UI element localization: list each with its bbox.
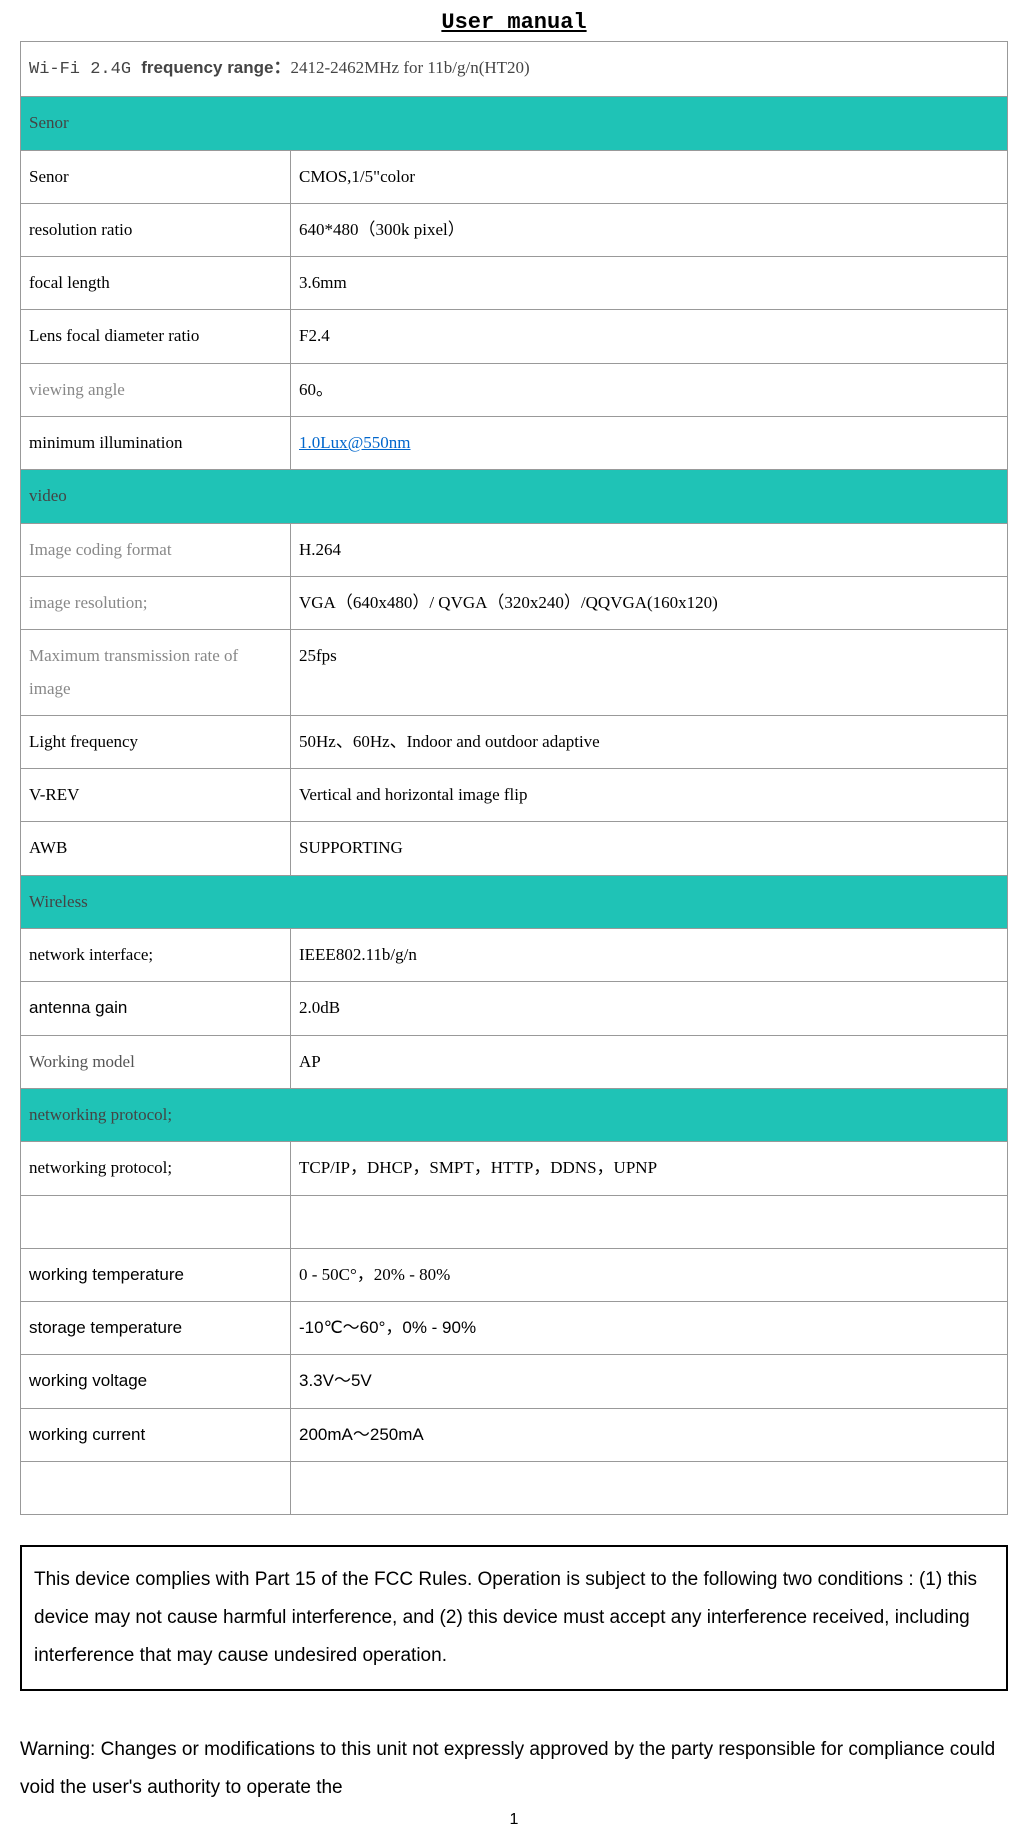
spec-label [21, 1195, 291, 1248]
spec-label: resolution ratio [21, 203, 291, 256]
spec-value: IEEE802.11b/g/n [291, 929, 1008, 982]
spec-value: VGA（640x480）/ QVGA（320x240）/QQVGA(160x12… [291, 576, 1008, 629]
spec-value: SUPPORTING [291, 822, 1008, 875]
spec-value: -10℃～60°，0% - 90% [291, 1302, 1008, 1355]
spec-label: Image coding format [21, 523, 291, 576]
fcc-notice: This device complies with Part 15 of the… [20, 1545, 1008, 1691]
spec-value: TCP/IP，DHCP，SMPT，HTTP，DDNS，UPNP [291, 1142, 1008, 1195]
spec-value: AP [291, 1035, 1008, 1088]
spec-value: F2.4 [291, 310, 1008, 363]
spec-value: 1.0Lux@550nm [291, 417, 1008, 470]
spec-label [21, 1462, 291, 1515]
section-heading: video [21, 470, 1008, 523]
spec-label: storage temperature [21, 1302, 291, 1355]
warning-text: Warning: Changes or modifications to thi… [20, 1731, 1008, 1807]
spec-label: working voltage [21, 1355, 291, 1408]
spec-label: Lens focal diameter ratio [21, 310, 291, 363]
spec-label: image resolution; [21, 576, 291, 629]
spec-label: V-REV [21, 769, 291, 822]
spec-value: CMOS,1/5"color [291, 150, 1008, 203]
spec-value: 25fps [291, 630, 1008, 716]
spec-value: 200mA～250mA [291, 1408, 1008, 1461]
spec-value: H.264 [291, 523, 1008, 576]
spec-label: Maximum transmission rate of image [21, 630, 291, 716]
spec-label: focal length [21, 257, 291, 310]
spec-label: AWB [21, 822, 291, 875]
spec-value [291, 1195, 1008, 1248]
section-heading: networking protocol; [21, 1088, 1008, 1141]
spec-label: minimum illumination [21, 417, 291, 470]
spec-value: 50Hz、60Hz、Indoor and outdoor adaptive [291, 715, 1008, 768]
spec-label: antenna gain [21, 982, 291, 1035]
spec-label: viewing angle [21, 363, 291, 416]
spec-label: Senor [21, 150, 291, 203]
spec-value: 3.3V～5V [291, 1355, 1008, 1408]
spec-value: Vertical and horizontal image flip [291, 769, 1008, 822]
spec-value: 60。 [291, 363, 1008, 416]
spec-value [291, 1462, 1008, 1515]
section-heading: Senor [21, 97, 1008, 150]
spec-label: networking protocol; [21, 1142, 291, 1195]
wifi-header-row: Wi-Fi 2.4G frequency range：2412-2462MHz … [21, 42, 1008, 97]
spec-value: 3.6mm [291, 257, 1008, 310]
page-number: 1 [20, 1811, 1008, 1829]
spec-label: Working model [21, 1035, 291, 1088]
spec-value: 2.0dB [291, 982, 1008, 1035]
spec-label: Light frequency [21, 715, 291, 768]
spec-label: network interface; [21, 929, 291, 982]
spec-label: working temperature [21, 1248, 291, 1301]
page-title: User manual [20, 10, 1008, 35]
section-heading: Wireless [21, 875, 1008, 928]
spec-table: Wi-Fi 2.4G frequency range：2412-2462MHz … [20, 41, 1008, 1515]
spec-label: working current [21, 1408, 291, 1461]
spec-value: 640*480（300k pixel） [291, 203, 1008, 256]
spec-value: 0 - 50C°，20% - 80% [291, 1248, 1008, 1301]
